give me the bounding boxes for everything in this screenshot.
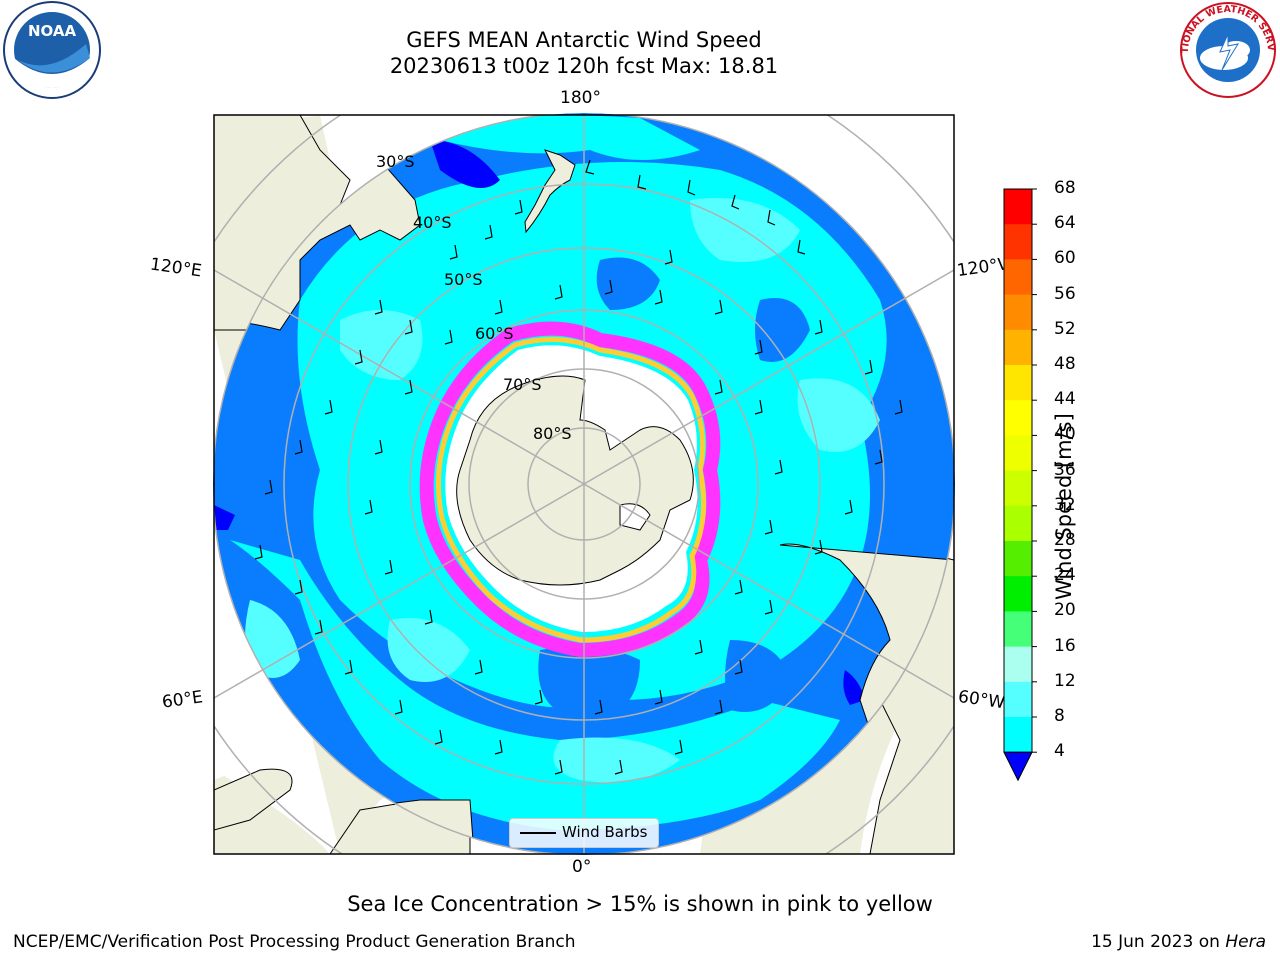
colorbar-bin [1004, 576, 1032, 612]
wind-band-lt4-a [430, 140, 500, 188]
lat-label-40s: 40°S [413, 213, 452, 232]
colorbar-bin [1004, 400, 1032, 436]
lon-label-120w: 120°W [955, 254, 1005, 282]
sea-ice-caption: Sea Ice Concentration > 15% is shown in … [347, 892, 933, 916]
wind-band-4-8-patch-c [725, 640, 790, 712]
noaa-logo: NOAA [3, 1, 101, 99]
wind-barbs [254, 159, 903, 775]
footer-host: Hera [1225, 932, 1266, 952]
colorbar-bin [1004, 717, 1032, 753]
sea-ice-edge [419, 321, 721, 658]
colorbar [1003, 188, 1037, 782]
colorbar-bin [1004, 294, 1032, 331]
colorbar-bin [1004, 681, 1032, 718]
legend-label: Wind Barbs [562, 823, 648, 841]
colorbar-tick-label: 44 [1054, 389, 1076, 410]
wind-band-lt4-b [214, 505, 235, 530]
wind-band-lt4-c [843, 670, 865, 705]
lat-label-60s: 60°S [475, 324, 514, 343]
lon-label-0: 0° [572, 857, 592, 877]
footer-date-text: 15 Jun 2023 on [1091, 932, 1226, 952]
colorbar-bin [1004, 470, 1032, 507]
wind-band-8-12-outer [230, 540, 840, 830]
colorbar-tick-label: 20 [1054, 600, 1076, 621]
legend-line-icon [520, 832, 556, 834]
colorbar-tick-label: 64 [1054, 213, 1076, 234]
graticule [214, 115, 954, 854]
colorbar-tick-label: 32 [1054, 494, 1076, 515]
colorbar-tick-label: 68 [1054, 178, 1076, 198]
lat-label-80s: 80°S [533, 424, 572, 443]
wind-band-4-8-patch-b [538, 646, 640, 720]
colorbar-bin [1004, 505, 1032, 542]
colorbar-bin [1004, 259, 1032, 296]
chart-subtitle: 20230613 t00z 120h fcst Max: 18.81 [389, 54, 779, 78]
chart-title: GEFS MEAN Antarctic Wind Speed [406, 28, 762, 52]
wind-band-12-16-f [245, 600, 300, 678]
colorbar-tick-label: 8 [1054, 706, 1065, 726]
wind-band-12-16-e [553, 737, 680, 783]
wind-band-4-8-patch-d [755, 298, 810, 362]
colorbar-tick-label: 24 [1054, 565, 1076, 586]
colorbar-tick-label: 56 [1054, 283, 1076, 304]
colorbar-tick-label: 36 [1054, 459, 1076, 480]
colorbar-bin [1004, 189, 1032, 225]
wind-band-4-8-patch-a [596, 257, 660, 310]
lat-label-30s: 30°S [376, 152, 415, 171]
noaa-logo-text: NOAA [28, 22, 77, 40]
colorbar-extend-arrow [1003, 751, 1033, 782]
lon-label-180: 180° [560, 88, 601, 108]
colorbar-tick-label: 40 [1054, 424, 1076, 445]
colorbar-bin [1004, 224, 1032, 260]
colorbar-tick-label: 12 [1054, 670, 1076, 691]
colorbar-bin [1004, 365, 1032, 401]
colorbar-tick-label: 28 [1054, 530, 1076, 550]
colorbar-tick-label: 60 [1054, 248, 1076, 269]
lat-label-70s: 70°S [503, 375, 542, 394]
nws-logo: NATIONAL WEATHER SERVICE [1176, 0, 1276, 98]
colorbar-bin [1004, 541, 1032, 577]
wind-band-12-16-d [387, 618, 470, 682]
polar-map [213, 113, 955, 855]
wind-band-12-16-c [797, 378, 880, 452]
lon-label-120e: 120°E [148, 254, 203, 282]
colorbar-bin [1004, 435, 1032, 472]
colorbar-bin [1004, 329, 1032, 366]
lat-label-50s: 50°S [444, 270, 483, 289]
lon-label-60e: 60°E [160, 687, 205, 713]
map-legend: Wind Barbs [509, 818, 659, 848]
colorbar-tick-label: 16 [1054, 635, 1076, 656]
colorbar-bin [1004, 646, 1032, 683]
sea-ice-inner [435, 337, 707, 643]
colorbar-tick-label: 52 [1054, 318, 1076, 339]
footer-date: 15 Jun 2023 on Hera [1091, 932, 1266, 952]
lon-label-60w: 60°W [956, 686, 1006, 714]
colorbar-tick-label: 4 [1054, 741, 1065, 762]
colorbar-bin [1004, 611, 1032, 648]
colorbar-tick-label: 48 [1054, 354, 1076, 374]
footer-credit: NCEP/EMC/Verification Post Processing Pr… [13, 932, 576, 952]
